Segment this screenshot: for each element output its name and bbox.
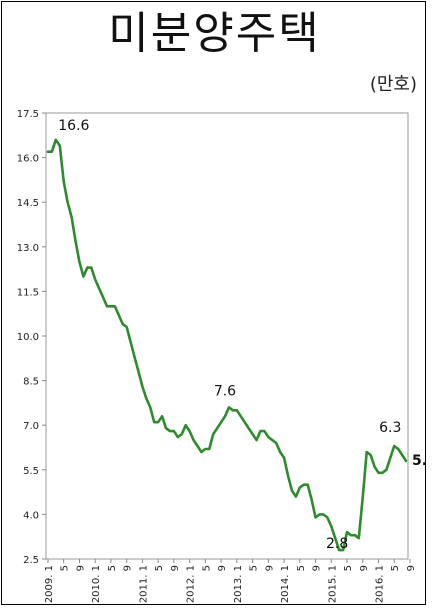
series-line [46, 138, 408, 552]
x-tick-label: 2015. 1 [327, 565, 338, 603]
y-tick-label: 14.5 [17, 198, 39, 209]
x-tick-label: 9 [170, 565, 181, 571]
x-tick-label: 9 [75, 565, 86, 571]
y-tick-label: 16.0 [17, 154, 39, 165]
chart-frame: 미분양주택 (만호) 2.5 4.0 5.5 7.0 8.5 10.0 11.5 13.0 14… [1, 1, 427, 605]
x-tick-label: 2016. 1 [374, 565, 385, 603]
y-tick-label: 11.5 [17, 287, 39, 298]
y-tick-label: 10.0 [17, 332, 39, 343]
x-tick-label: 9 [312, 565, 323, 571]
x-tick-label: 2009. 1 [44, 565, 55, 603]
x-tick-label: 5 [201, 565, 212, 571]
x-tick-label: 9 [264, 565, 275, 571]
x-tick-label: 2010. 1 [91, 565, 102, 603]
line-chart: 2.5 4.0 5.5 7.0 8.5 10.0 11.5 13.0 14.5 16.0 17.5 2… [17, 109, 427, 603]
data-label: 5.8 [412, 453, 427, 469]
y-tick-label: 4.0 [23, 510, 39, 521]
y-tick-label: 7.0 [23, 421, 39, 432]
x-tick-label: 5 [343, 565, 354, 571]
data-label: 16.6 [58, 118, 89, 134]
chart-title: 미분양주택 [108, 8, 321, 59]
data-label: 6.3 [379, 420, 401, 436]
x-tick-label: 2011. 1 [138, 565, 149, 603]
x-tick-label: 5 [107, 565, 118, 571]
x-tick-label: 5 [390, 565, 401, 571]
x-tick-label: 5 [249, 565, 260, 571]
x-tick-label: 9 [359, 565, 370, 571]
y-tick-label: 13.0 [17, 243, 39, 254]
x-tick-label: 2012. 1 [186, 565, 197, 603]
x-tick-label: 9 [406, 565, 417, 571]
x-tick-label: 9 [123, 565, 134, 571]
y-tick-label: 2.5 [23, 555, 39, 566]
x-tick-label: 5 [296, 565, 307, 571]
x-tick-label: 5 [60, 565, 71, 571]
x-tick-label: 2013. 1 [233, 565, 244, 603]
y-tick-label: 17.5 [17, 109, 39, 120]
x-tick-label: 2014. 1 [280, 565, 291, 603]
plot-area [45, 112, 409, 560]
data-label: 7.6 [214, 383, 236, 399]
x-tick-label: 5 [154, 565, 165, 571]
x-tick-label: 9 [217, 565, 228, 571]
y-tick-label: 5.5 [23, 466, 39, 477]
data-label: 2.8 [326, 536, 348, 552]
unit-label: (만호) [369, 74, 417, 95]
y-tick-label: 8.5 [23, 377, 39, 388]
